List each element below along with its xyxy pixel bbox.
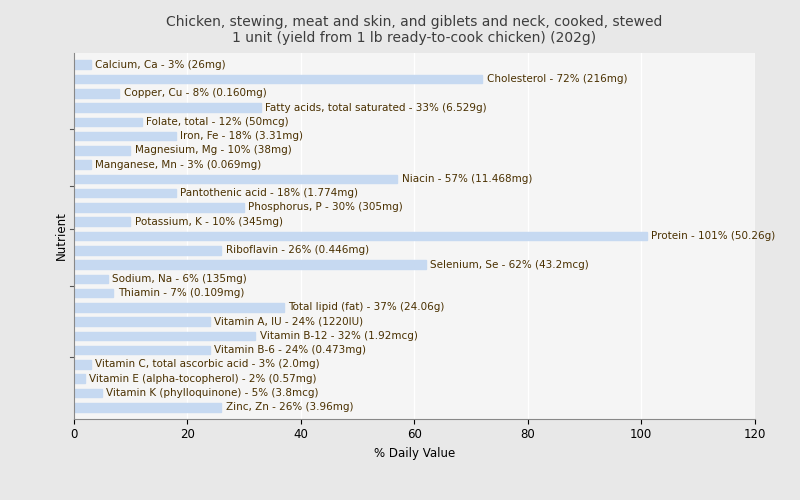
Text: Vitamin B-12 - 32% (1.92mcg): Vitamin B-12 - 32% (1.92mcg) — [260, 331, 418, 341]
Text: Manganese, Mn - 3% (0.069mg): Manganese, Mn - 3% (0.069mg) — [95, 160, 262, 170]
Text: Calcium, Ca - 3% (26mg): Calcium, Ca - 3% (26mg) — [95, 60, 226, 70]
Bar — [74, 246, 221, 254]
Bar — [74, 232, 647, 240]
Text: Niacin - 57% (11.468mg): Niacin - 57% (11.468mg) — [402, 174, 532, 184]
Bar — [74, 260, 426, 269]
Text: Vitamin A, IU - 24% (1220IU): Vitamin A, IU - 24% (1220IU) — [214, 316, 363, 326]
Text: Fatty acids, total saturated - 33% (6.529g): Fatty acids, total saturated - 33% (6.52… — [266, 102, 487, 113]
Bar — [74, 104, 261, 112]
Bar — [74, 132, 176, 140]
Bar — [74, 160, 90, 169]
Text: Protein - 101% (50.26g): Protein - 101% (50.26g) — [651, 231, 776, 241]
Bar — [74, 218, 130, 226]
Text: Potassium, K - 10% (345mg): Potassium, K - 10% (345mg) — [135, 216, 283, 226]
Bar — [74, 388, 102, 398]
Bar — [74, 274, 108, 283]
Bar — [74, 303, 284, 312]
Text: Vitamin B-6 - 24% (0.473mg): Vitamin B-6 - 24% (0.473mg) — [214, 345, 366, 355]
Bar — [74, 174, 397, 183]
Bar — [74, 60, 90, 69]
Bar — [74, 146, 130, 154]
Bar — [74, 89, 119, 98]
Y-axis label: Nutrient: Nutrient — [55, 212, 68, 260]
Bar — [74, 360, 90, 369]
Bar — [74, 118, 142, 126]
Bar — [74, 189, 176, 198]
Bar — [74, 374, 85, 383]
Bar — [74, 346, 210, 354]
Text: Folate, total - 12% (50mcg): Folate, total - 12% (50mcg) — [146, 117, 289, 127]
Bar — [74, 203, 244, 212]
Bar — [74, 332, 255, 340]
Text: Riboflavin - 26% (0.446mg): Riboflavin - 26% (0.446mg) — [226, 246, 369, 256]
Bar — [74, 74, 482, 84]
Text: Selenium, Se - 62% (43.2mcg): Selenium, Se - 62% (43.2mcg) — [430, 260, 589, 270]
Text: Thiamin - 7% (0.109mg): Thiamin - 7% (0.109mg) — [118, 288, 244, 298]
Bar — [74, 318, 210, 326]
Text: Iron, Fe - 18% (3.31mg): Iron, Fe - 18% (3.31mg) — [180, 131, 303, 141]
Text: Copper, Cu - 8% (0.160mg): Copper, Cu - 8% (0.160mg) — [123, 88, 266, 99]
X-axis label: % Daily Value: % Daily Value — [374, 447, 454, 460]
Text: Vitamin E (alpha-tocopherol) - 2% (0.57mg): Vitamin E (alpha-tocopherol) - 2% (0.57m… — [90, 374, 317, 384]
Text: Magnesium, Mg - 10% (38mg): Magnesium, Mg - 10% (38mg) — [135, 146, 292, 156]
Text: Sodium, Na - 6% (135mg): Sodium, Na - 6% (135mg) — [112, 274, 247, 284]
Text: Zinc, Zn - 26% (3.96mg): Zinc, Zn - 26% (3.96mg) — [226, 402, 353, 412]
Text: Cholesterol - 72% (216mg): Cholesterol - 72% (216mg) — [487, 74, 627, 84]
Text: Pantothenic acid - 18% (1.774mg): Pantothenic acid - 18% (1.774mg) — [180, 188, 358, 198]
Text: Vitamin C, total ascorbic acid - 3% (2.0mg): Vitamin C, total ascorbic acid - 3% (2.0… — [95, 360, 320, 370]
Bar — [74, 289, 114, 298]
Title: Chicken, stewing, meat and skin, and giblets and neck, cooked, stewed
1 unit (yi: Chicken, stewing, meat and skin, and gib… — [166, 15, 662, 45]
Text: Phosphorus, P - 30% (305mg): Phosphorus, P - 30% (305mg) — [249, 202, 403, 212]
Text: Vitamin K (phylloquinone) - 5% (3.8mcg): Vitamin K (phylloquinone) - 5% (3.8mcg) — [106, 388, 319, 398]
Bar — [74, 403, 221, 411]
Text: Total lipid (fat) - 37% (24.06g): Total lipid (fat) - 37% (24.06g) — [288, 302, 445, 312]
